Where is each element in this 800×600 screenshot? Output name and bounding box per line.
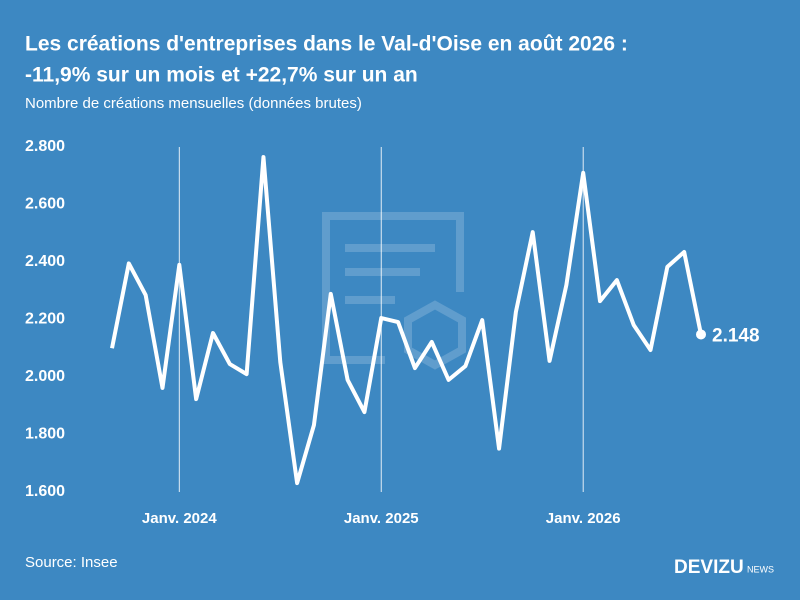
y-tick-label: 2.000 bbox=[25, 368, 65, 385]
chart-subtitle: Nombre de créations mensuelles (données … bbox=[25, 95, 362, 112]
y-tick-label: 1.600 bbox=[25, 483, 65, 500]
x-tick-label: Janv. 2026 bbox=[546, 510, 621, 527]
x-tick-label: Janv. 2024 bbox=[142, 510, 217, 527]
x-tick-label: Janv. 2025 bbox=[344, 510, 419, 527]
source: Source: Insee bbox=[25, 554, 118, 571]
y-tick-label: 2.600 bbox=[25, 196, 65, 213]
y-tick-label: 2.200 bbox=[25, 311, 65, 328]
y-tick-label: 2.400 bbox=[25, 253, 65, 270]
brand-suffix: NEWS bbox=[747, 564, 774, 574]
chart-title: -11,9% sur un mois et +22,7% sur un an bbox=[25, 64, 418, 87]
y-tick-label: 1.800 bbox=[25, 426, 65, 443]
brand: DEVIZU bbox=[674, 557, 744, 578]
y-tick-label: 2.800 bbox=[25, 138, 65, 155]
line bbox=[110, 155, 703, 486]
chart-title: Les créations d'entreprises dans le Val-… bbox=[25, 33, 628, 56]
value-label: 2.148 bbox=[712, 325, 760, 346]
marker bbox=[696, 329, 706, 340]
